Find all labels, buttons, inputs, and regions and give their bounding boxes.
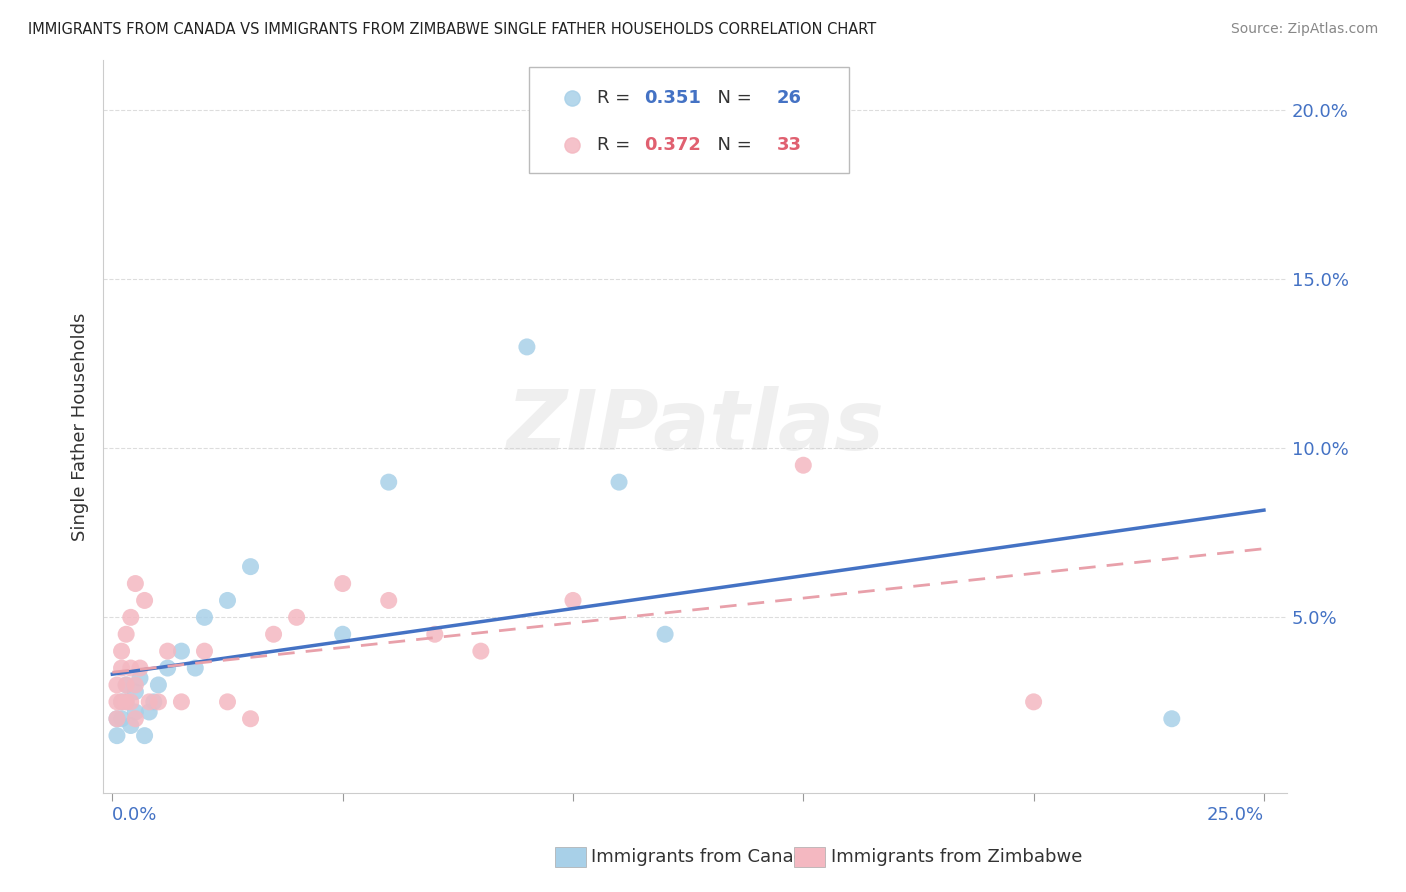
Point xyxy=(239,559,262,574)
Text: 0.0%: 0.0% xyxy=(112,806,157,824)
Text: 0.351: 0.351 xyxy=(644,89,702,107)
Point xyxy=(105,678,128,692)
Point xyxy=(285,610,308,624)
Point xyxy=(110,712,132,726)
Point xyxy=(377,593,399,607)
Text: N =: N = xyxy=(706,136,758,154)
Point xyxy=(377,475,399,490)
Point xyxy=(105,712,128,726)
Point xyxy=(105,695,128,709)
Text: 26: 26 xyxy=(776,89,801,107)
Point xyxy=(170,644,193,658)
Point xyxy=(124,576,146,591)
Point xyxy=(115,627,138,641)
Point xyxy=(120,610,142,624)
Point xyxy=(105,729,128,743)
Point xyxy=(184,661,207,675)
Point xyxy=(332,627,354,641)
Text: ZIPatlas: ZIPatlas xyxy=(506,386,884,467)
Point xyxy=(120,661,142,675)
Point xyxy=(516,340,538,354)
Point xyxy=(124,684,146,698)
Point xyxy=(105,712,128,726)
Point xyxy=(792,458,814,473)
Point xyxy=(654,627,676,641)
Point xyxy=(217,593,239,607)
Text: 25.0%: 25.0% xyxy=(1206,806,1264,824)
Point xyxy=(148,695,170,709)
Point xyxy=(263,627,285,641)
Point xyxy=(124,705,146,719)
Point xyxy=(142,695,165,709)
Point xyxy=(1160,712,1182,726)
Point xyxy=(170,695,193,709)
Text: R =: R = xyxy=(596,89,636,107)
Point xyxy=(332,576,354,591)
Point xyxy=(470,644,492,658)
Point xyxy=(129,671,152,685)
Point xyxy=(193,644,215,658)
Text: Immigrants from Canada: Immigrants from Canada xyxy=(591,848,815,866)
Point xyxy=(110,661,132,675)
Point xyxy=(607,475,630,490)
Point xyxy=(120,718,142,732)
Point xyxy=(134,593,156,607)
Point xyxy=(239,712,262,726)
Point xyxy=(1022,695,1045,709)
Point xyxy=(115,678,138,692)
Text: Immigrants from Zimbabwe: Immigrants from Zimbabwe xyxy=(831,848,1083,866)
Point xyxy=(110,644,132,658)
Point xyxy=(110,695,132,709)
Text: N =: N = xyxy=(706,89,758,107)
Text: 33: 33 xyxy=(776,136,801,154)
Point xyxy=(120,695,142,709)
Point xyxy=(193,610,215,624)
Point xyxy=(124,678,146,692)
FancyBboxPatch shape xyxy=(529,67,849,173)
Point xyxy=(217,695,239,709)
Text: IMMIGRANTS FROM CANADA VS IMMIGRANTS FROM ZIMBABWE SINGLE FATHER HOUSEHOLDS CORR: IMMIGRANTS FROM CANADA VS IMMIGRANTS FRO… xyxy=(28,22,876,37)
Point xyxy=(138,705,160,719)
Text: 0.372: 0.372 xyxy=(644,136,702,154)
Point xyxy=(124,712,146,726)
Text: R =: R = xyxy=(596,136,636,154)
Point xyxy=(115,695,138,709)
Point xyxy=(134,729,156,743)
Point xyxy=(148,678,170,692)
Point xyxy=(156,644,179,658)
Point xyxy=(562,593,585,607)
Point xyxy=(115,695,138,709)
Point xyxy=(129,661,152,675)
Point xyxy=(156,661,179,675)
Point xyxy=(110,695,132,709)
Y-axis label: Single Father Households: Single Father Households xyxy=(72,312,89,541)
Point xyxy=(423,627,446,641)
Text: Source: ZipAtlas.com: Source: ZipAtlas.com xyxy=(1230,22,1378,37)
Point xyxy=(115,678,138,692)
Point xyxy=(138,695,160,709)
